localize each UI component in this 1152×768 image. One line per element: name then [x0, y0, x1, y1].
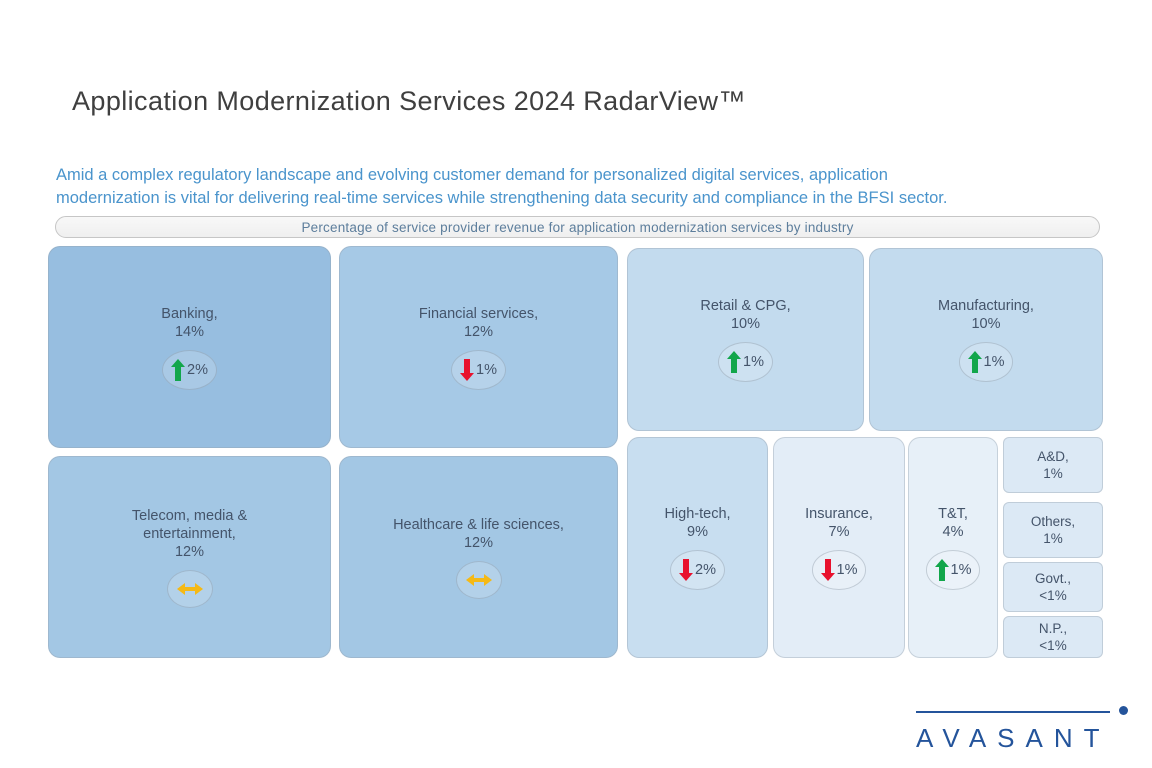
up-arrow-icon [171, 358, 186, 381]
logo-dot-icon [1119, 706, 1128, 715]
change-badge [166, 569, 213, 608]
treemap-tile-high-tech: High-tech, 9% 2% [627, 437, 768, 658]
tile-label: Healthcare & life sciences, [393, 516, 564, 533]
page-title: Application Modernization Services 2024 … [72, 86, 746, 116]
tile-label: Govt., [1034, 571, 1071, 586]
tile-value: <1% [1039, 638, 1067, 653]
treemap-tile-others: Others, 1% [1003, 502, 1103, 558]
change-value: 2% [695, 562, 716, 578]
treemap-tile-np: N.P., <1% [1003, 616, 1103, 658]
tile-value: 12% [463, 534, 494, 551]
tile-label: N.P., [1038, 621, 1068, 636]
chart-header-banner: Percentage of service provider revenue f… [55, 216, 1100, 238]
tile-label: Financial services, [418, 305, 539, 322]
subtitle: Amid a complex regulatory landscape and … [56, 164, 1106, 210]
tile-value: 1% [1043, 466, 1063, 481]
change-value: 1% [743, 354, 764, 370]
no-change-arrow-icon [465, 573, 492, 586]
change-badge: 2% [670, 550, 725, 590]
change-value: 1% [836, 562, 858, 578]
treemap-tile-healthcare-life-sciences: Healthcare & life sciences, 12% [339, 456, 618, 658]
change-badge: 1% [925, 550, 981, 590]
treemap-tile-ad: A&D, 1% [1003, 437, 1103, 493]
up-arrow-icon [967, 351, 982, 373]
tile-value: 10% [730, 316, 761, 332]
subtitle-line-1: Amid a complex regulatory landscape and … [56, 166, 888, 184]
change-badge: 1% [718, 342, 773, 382]
up-arrow-icon [727, 351, 742, 373]
down-arrow-icon [820, 559, 835, 581]
treemap-chart: Banking, 14% 2% Financial services, 12% … [48, 246, 1103, 658]
tile-value: <1% [1039, 588, 1067, 603]
tile-label: T&T, [938, 506, 968, 522]
tile-label: A&D, [1037, 449, 1069, 464]
treemap-tile-financial-services: Financial services, 12% 1% [339, 246, 618, 448]
change-badge: 1% [958, 342, 1014, 382]
change-badge: 1% [811, 550, 867, 590]
tile-value: 12% [463, 323, 494, 340]
up-arrow-icon [934, 559, 949, 581]
change-value: 2% [187, 361, 208, 378]
tile-value: 7% [828, 524, 850, 540]
down-arrow-icon [679, 559, 694, 581]
treemap-tile-tt: T&T, 4% 1% [908, 437, 998, 658]
tile-label: High-tech, [664, 506, 731, 522]
tile-label: Manufacturing, [938, 298, 1034, 314]
treemap-tile-banking: Banking, 14% 2% [48, 246, 331, 448]
logo-wordmark: AVASANT [916, 723, 1111, 753]
tile-value: 10% [971, 316, 1001, 332]
tile-label: Insurance, [805, 506, 873, 522]
tile-value: 14% [174, 323, 205, 340]
change-value: 1% [476, 361, 497, 378]
change-badge: 2% [162, 349, 217, 390]
change-value: 1% [950, 562, 972, 578]
treemap-tile-telecom-media-entertainment: Telecom, media & entertainment, 12% [48, 456, 331, 658]
tile-label: Banking, [161, 305, 218, 322]
change-value: 1% [983, 354, 1005, 370]
tile-label: Others, [1030, 514, 1076, 529]
tile-value: 12% [174, 543, 205, 560]
treemap-tile-retail-cpg: Retail & CPG, 10% 1% [627, 248, 864, 431]
tile-label: Telecom, media & entertainment, [131, 507, 248, 542]
treemap-tile-govt: Govt., <1% [1003, 562, 1103, 612]
logo-rule-line [916, 711, 1110, 713]
down-arrow-icon [460, 358, 475, 381]
tile-value: 1% [1043, 531, 1063, 546]
tile-value: 9% [687, 524, 708, 540]
tile-label: Retail & CPG, [700, 298, 791, 314]
treemap-tile-manufacturing: Manufacturing, 10% 1% [869, 248, 1103, 431]
subtitle-line-2: modernization is vital for delivering re… [56, 189, 948, 207]
change-badge [455, 560, 502, 599]
change-badge: 1% [451, 349, 506, 390]
treemap-tile-insurance: Insurance, 7% 1% [773, 437, 905, 658]
no-change-arrow-icon [176, 582, 203, 595]
tile-value: 4% [942, 524, 964, 540]
